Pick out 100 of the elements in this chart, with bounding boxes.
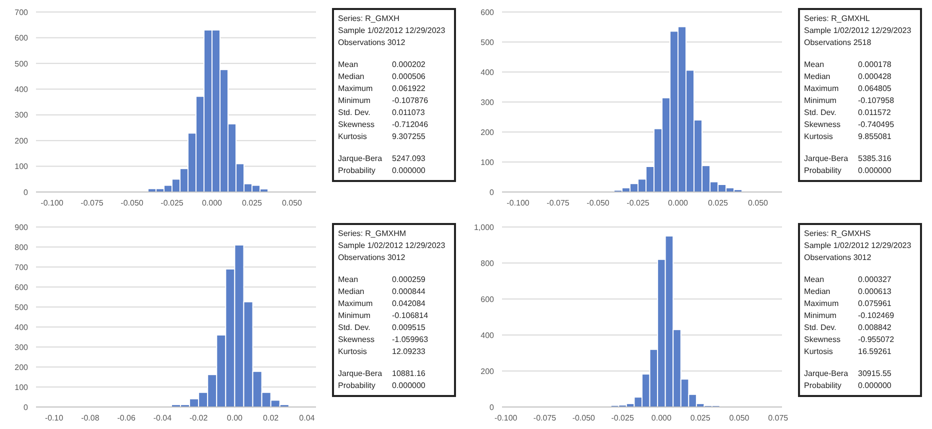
x-tick-label: -0.100 [506, 198, 530, 208]
text: Series: R_GMXHL [804, 13, 871, 25]
text: Minimum -0.107876 [338, 96, 428, 105]
text: Kurtosis 12.09233 [338, 347, 426, 356]
text: Median 0.000844 [338, 287, 426, 296]
text: Maximum 0.064805 [804, 84, 892, 93]
y-tick-label: 500 [14, 302, 29, 312]
text: Sample 1/02/2012 12/29/2023 [338, 25, 446, 37]
x-tick-label: 0.000 [202, 198, 223, 208]
text: Median 0.000613 [804, 287, 892, 296]
x-tick-label: -0.075 [80, 198, 104, 208]
y-tick-label: 200 [480, 366, 495, 376]
x-tick-label: -0.06 [117, 414, 136, 423]
y-tick-label: 300 [14, 110, 29, 120]
y-tick-label: 400 [480, 330, 495, 340]
y-tick-label: 200 [14, 136, 29, 146]
y-tick-label: 600 [480, 294, 495, 304]
text: Kurtosis 9.855081 [804, 132, 892, 141]
y-tick-label: 800 [480, 258, 495, 268]
x-tick-label: -0.075 [533, 414, 557, 423]
x-tick-label: -0.025 [160, 198, 184, 208]
text: Sample 1/02/2012 12/29/2023 [804, 25, 912, 37]
y-tick-label: 600 [14, 34, 29, 43]
x-tick-label: -0.050 [120, 198, 144, 208]
y-tick-label: 100 [14, 382, 29, 392]
x-tick-label: 0.075 [768, 414, 789, 423]
text: Mean 0.000259 [338, 275, 426, 284]
text: Minimum -0.102469 [804, 311, 894, 320]
x-tick-label: -0.050 [586, 198, 610, 208]
y-tick-label: 0 [490, 402, 495, 412]
y-tick-label: 600 [480, 8, 495, 17]
text: Observations 3012 [338, 37, 406, 49]
x-tick-label: -0.100 [494, 414, 518, 423]
text: Sample 1/02/2012 12/29/2023 [804, 240, 912, 252]
x-tick-label: 0.00 [226, 414, 244, 423]
x-tick-label: 0.04 [299, 414, 316, 423]
x-tick-label: -0.100 [40, 198, 64, 208]
y-tick-label: 500 [480, 38, 495, 47]
text: Series: R_GMXHM [338, 228, 408, 240]
text: Skewness -0.955072 [804, 335, 894, 344]
x-tick-label: 0.050 [729, 414, 750, 423]
y-tick-label: 100 [480, 158, 495, 167]
text: Kurtosis 16.59261 [804, 347, 892, 356]
x-tick-label: -0.08 [81, 414, 100, 423]
x-tick-label: -0.025 [626, 198, 650, 208]
text: Jarque-Bera 30915.55 [804, 369, 892, 378]
text: Probability 0.000000 [804, 381, 892, 390]
y-tick-label: 100 [14, 162, 29, 172]
text: Jarque-Bera 5385.316 [804, 154, 892, 163]
y-tick-label: 1,000 [474, 222, 495, 232]
text: Observations 2518 [804, 37, 872, 49]
y-tick-label: 200 [480, 128, 495, 137]
text: Std. Dev. 0.009515 [338, 323, 426, 332]
x-tick-label: -0.10 [44, 414, 64, 423]
x-tick-label: -0.02 [189, 414, 208, 423]
text: Std. Dev. 0.011073 [338, 108, 425, 117]
x-tick-label: 0.050 [282, 198, 303, 208]
text: Observations 3012 [804, 252, 872, 264]
x-tick-label: -0.04 [153, 414, 172, 423]
text: Skewness -0.740495 [804, 120, 894, 129]
text: Series: R_GMXHS [804, 228, 872, 240]
text: Jarque-Bera 10881.16 [338, 369, 426, 378]
y-tick-label: 700 [14, 8, 29, 17]
text: Jarque-Bera 5247.093 [338, 154, 426, 163]
x-tick-label: 0.02 [263, 414, 280, 423]
y-tick-label: 500 [14, 59, 29, 68]
text: Minimum -0.107958 [804, 96, 894, 105]
x-tick-label: 0.025 [708, 198, 729, 208]
y-tick-label: 700 [14, 262, 29, 272]
text: Median 0.000506 [338, 72, 426, 81]
y-tick-label: 400 [14, 322, 29, 332]
text: Mean 0.000178 [804, 60, 892, 69]
x-tick-label: 0.025 [242, 198, 263, 208]
text: Probability 0.000000 [338, 166, 426, 175]
x-tick-label: -0.050 [572, 414, 596, 423]
y-tick-label: 900 [14, 222, 29, 232]
x-tick-label: 0.000 [668, 198, 689, 208]
x-tick-label: -0.075 [546, 198, 570, 208]
y-tick-label: 400 [480, 68, 495, 77]
y-tick-label: 0 [24, 402, 29, 412]
y-tick-label: 0 [490, 188, 495, 197]
text: Maximum 0.061922 [338, 84, 426, 93]
y-tick-label: 800 [14, 242, 29, 252]
x-tick-label: 0.000 [651, 414, 672, 423]
text: Probability 0.000000 [804, 166, 892, 175]
x-tick-label: 0.025 [690, 414, 711, 423]
text: Kurtosis 9.307255 [338, 132, 426, 141]
x-tick-label: -0.025 [611, 414, 634, 423]
text: Observations 3012 [338, 252, 406, 264]
text: Skewness -0.712046 [338, 120, 428, 129]
text: Minimum -0.106814 [338, 311, 428, 320]
y-tick-label: 600 [14, 282, 29, 292]
text: Maximum 0.042084 [338, 299, 426, 308]
y-tick-label: 300 [480, 98, 495, 107]
text: Skewness -1.059963 [338, 335, 428, 344]
y-tick-label: 300 [14, 342, 29, 352]
y-tick-label: 400 [14, 84, 29, 94]
y-tick-label: 200 [14, 362, 29, 372]
text: Std. Dev. 0.008842 [804, 323, 892, 332]
x-tick-label: 0.050 [748, 198, 769, 208]
